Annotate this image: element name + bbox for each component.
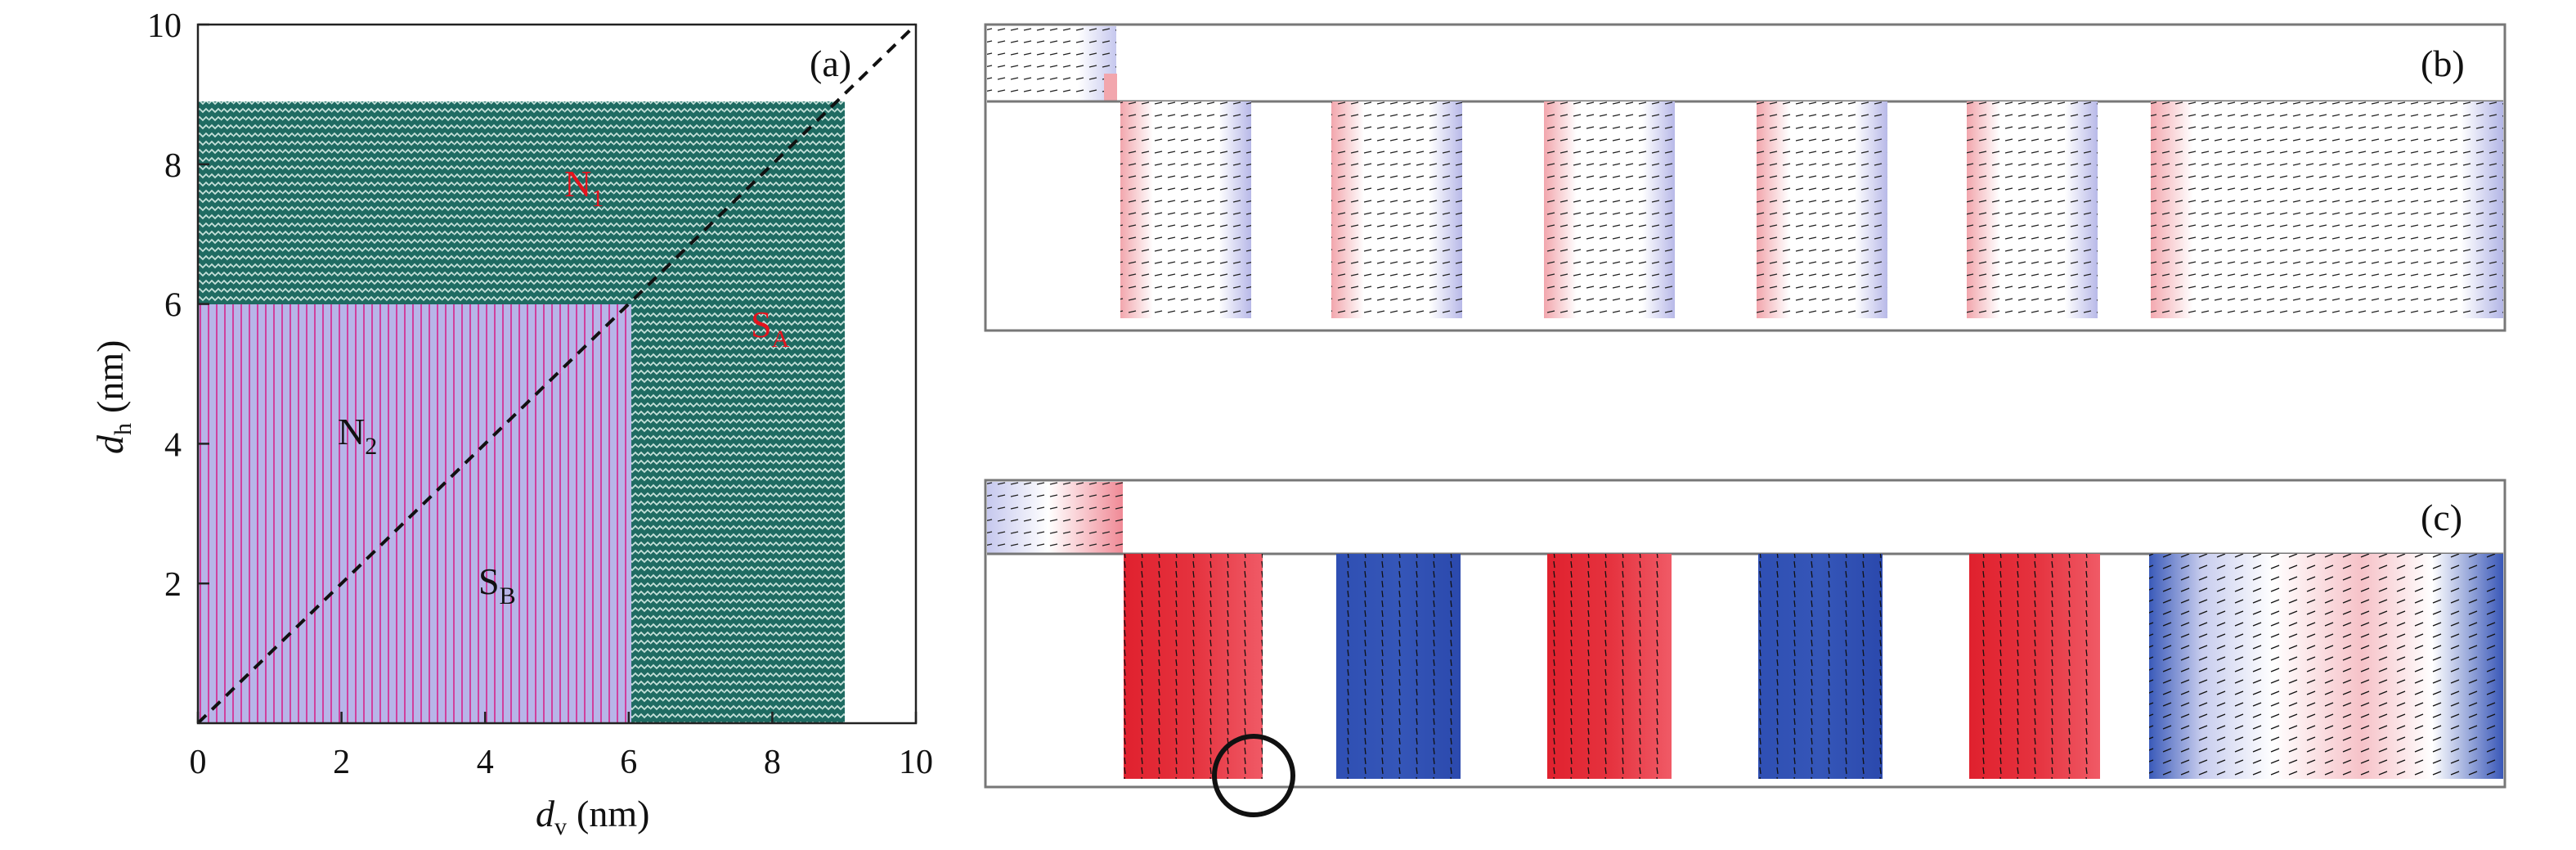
panel-c-corner-tab-field: [987, 482, 1123, 554]
region-label-n1: N1: [564, 163, 604, 212]
defect-highlight-circle: [1212, 734, 1295, 817]
x-axis-label: dv (nm): [536, 793, 649, 840]
x-tick-label: 10: [899, 744, 933, 781]
diagonal-line: [196, 23, 918, 725]
region-label-n2: N2: [338, 411, 377, 460]
panel-b-column-3: [1544, 101, 1675, 318]
panel-c-column-5-red: [1969, 554, 2100, 779]
panel-b-tab-accent: [1104, 74, 1117, 101]
y-axis-ticks: 2 4 6 8 10: [147, 7, 209, 604]
panel-c-column-3-red: [1547, 554, 1672, 779]
region-sa: [631, 101, 845, 723]
panel-c-column-4-blue: [1758, 554, 1883, 779]
x-axis-ticks: 0 2 4 6 8 10: [190, 712, 933, 781]
phase-diagram-panel: (a) N1 SA N2 SB 0 2 4 6 8 10 2 4 6 8 10 dv (nm) dh…: [89, 7, 933, 840]
region-n1: [198, 101, 837, 304]
x-tick-label: 4: [477, 744, 494, 781]
panel-c-column-1-red: [1124, 554, 1263, 779]
x-tick-label: 8: [764, 744, 781, 781]
x-tick-label: 2: [333, 744, 350, 781]
panel-b-label: (b): [2421, 43, 2465, 84]
y-tick-label: 8: [164, 147, 182, 185]
panel-b-label-bg: [2417, 43, 2482, 87]
panel-c-column-2-blue: [1336, 554, 1461, 779]
plot-frame: [196, 23, 918, 725]
y-tick-label: 4: [164, 426, 182, 464]
x-tick-label: 0: [190, 744, 207, 781]
panel-b-column-6: [2151, 101, 2503, 318]
y-tick-label: 2: [164, 566, 182, 604]
y-tick-label: 10: [147, 7, 182, 45]
panel-a-label: (a): [810, 43, 851, 84]
panel-c-column-6-mixed: [2149, 554, 2503, 779]
panel-b-column-4: [1757, 101, 1887, 318]
panel-b-corner-tab-field: [987, 26, 1116, 101]
panel-c-label: (c): [2421, 497, 2462, 538]
y-tick-label: 6: [164, 287, 182, 325]
region-label-sa: SA: [751, 304, 790, 353]
simulation-panel-b: (b): [984, 23, 2506, 332]
y-axis-label: dh(nm): [89, 340, 137, 454]
panel-b-column-1: [1120, 101, 1251, 318]
region-label-sb: SB: [478, 560, 516, 609]
panel-b-column-2: [1331, 101, 1462, 318]
panel-b-column-5: [1967, 101, 2098, 318]
panel-c-label-bg: [2417, 495, 2482, 539]
x-tick-label: 6: [620, 744, 637, 781]
simulation-panel-c: (c): [984, 479, 2506, 817]
